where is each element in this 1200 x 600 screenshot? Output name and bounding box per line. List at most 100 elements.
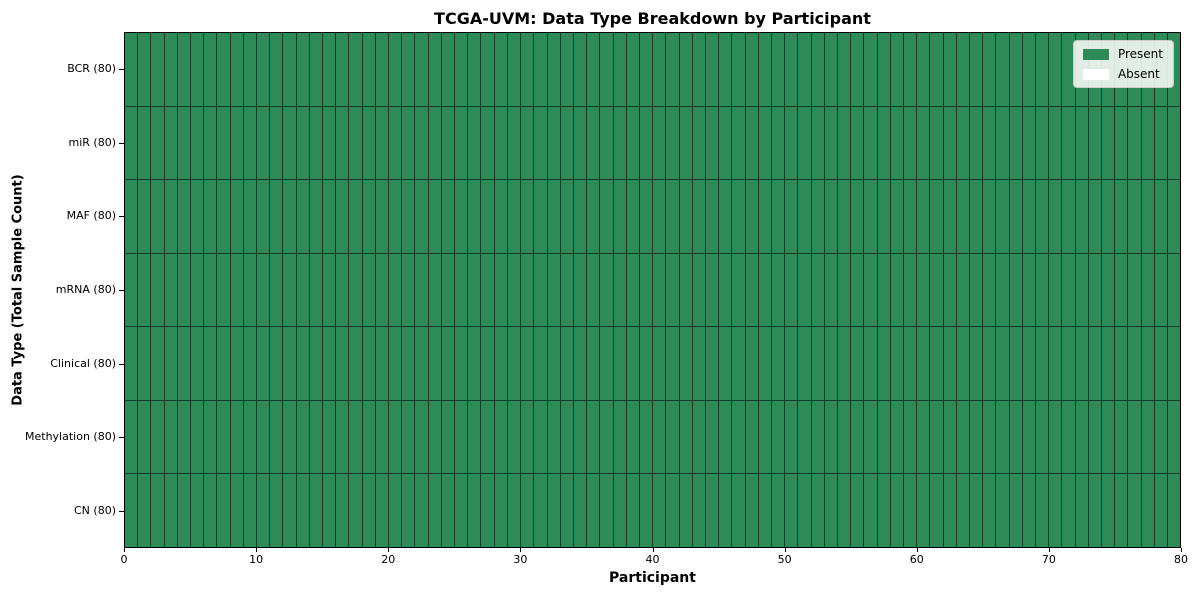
heatmap-cell [362, 400, 376, 474]
heatmap-cell [600, 327, 614, 400]
y-tick-mark [119, 363, 124, 365]
heatmap-cell [798, 33, 812, 106]
heatmap-cell [217, 33, 231, 106]
heatmap-cell [138, 253, 152, 327]
heatmap-cell [798, 474, 812, 548]
heatmap-cell [1075, 180, 1089, 253]
heatmap-cell [362, 33, 376, 106]
heatmap-cell [323, 33, 337, 106]
heatmap-cell [956, 106, 970, 180]
heatmap-cell [191, 327, 205, 400]
heatmap-cell [296, 106, 310, 180]
heatmap-cell [428, 180, 442, 253]
heatmap-cell [1009, 180, 1023, 253]
heatmap-cell [257, 474, 271, 548]
heatmap-cell [956, 327, 970, 400]
heatmap-cell [1154, 474, 1169, 548]
heatmap-cell [613, 327, 627, 400]
heatmap-row [125, 33, 1181, 107]
heatmap-cell [191, 400, 205, 474]
heatmap-cell [1154, 400, 1169, 474]
heatmap-cell [296, 474, 310, 548]
heatmap-cell [732, 474, 746, 548]
heatmap-cell [204, 180, 218, 253]
heatmap-cell [639, 327, 654, 400]
heatmap-cell [956, 474, 970, 548]
heatmap-cell [785, 474, 799, 548]
heatmap-cell [943, 327, 957, 400]
heatmap-cell [864, 474, 878, 548]
heatmap-cell [798, 106, 812, 180]
heatmap-cell [956, 180, 970, 253]
heatmap-cell [455, 327, 469, 400]
heatmap-cell [151, 180, 165, 253]
heatmap-cell [1049, 474, 1063, 548]
heatmap-row [125, 474, 1181, 548]
legend-entry-present: Present [1082, 47, 1163, 61]
heatmap-cell [415, 106, 429, 180]
heatmap-cell [362, 327, 376, 400]
heatmap-cell [428, 106, 442, 180]
heatmap-cell [679, 106, 693, 180]
heatmap-cell [666, 180, 680, 253]
heatmap-cell [917, 327, 931, 400]
heatmap-cell [230, 33, 244, 106]
heatmap-cell [1168, 106, 1181, 180]
heatmap-cell [547, 474, 561, 548]
heatmap-cell [639, 106, 654, 180]
heatmap-cell [785, 180, 799, 253]
heatmap-cell [481, 106, 495, 180]
heatmap-cell [705, 253, 720, 327]
heatmap-cell [323, 180, 337, 253]
heatmap-cell [1049, 400, 1063, 474]
heatmap-cell [296, 33, 310, 106]
heatmap-cell [521, 400, 535, 474]
heatmap-cell [534, 106, 548, 180]
heatmap-cell [494, 106, 508, 180]
heatmap-cell [521, 327, 535, 400]
heatmap-cell [151, 106, 165, 180]
heatmap-cell [138, 106, 152, 180]
heatmap-cell [666, 400, 680, 474]
heatmap-row [125, 400, 1181, 475]
heatmap-cell [1075, 400, 1089, 474]
heatmap-cell [983, 474, 997, 548]
y-tick-mark [119, 216, 124, 218]
heatmap-cell [1075, 106, 1089, 180]
heatmap-cell [1062, 180, 1076, 253]
heatmap-cell [877, 33, 891, 106]
heatmap-cell [481, 253, 495, 327]
heatmap-cell [930, 180, 944, 253]
heatmap-cell [771, 327, 786, 400]
heatmap-cell [415, 180, 429, 253]
heatmap-cell [930, 253, 944, 327]
heatmap-cell [811, 400, 825, 474]
heatmap-cell [164, 253, 178, 327]
heatmap-cell [270, 106, 284, 180]
heatmap-cell [653, 180, 667, 253]
heatmap-cell [455, 106, 469, 180]
heatmap-cell [1036, 33, 1050, 106]
heatmap-cell [970, 327, 984, 400]
heatmap-cell [811, 180, 825, 253]
heatmap-cell [191, 33, 205, 106]
heatmap-cell [177, 327, 192, 400]
heatmap-cell [349, 33, 363, 106]
heatmap-cell [1009, 327, 1023, 400]
heatmap-cell [283, 180, 297, 253]
heatmap-cell [1141, 400, 1155, 474]
x-tick-label: 50 [777, 553, 792, 566]
heatmap-cell [323, 106, 337, 180]
heatmap-cell [837, 180, 852, 253]
heatmap-cell [771, 253, 786, 327]
x-tick-label: 40 [645, 553, 660, 566]
heatmap-cell [1022, 180, 1037, 253]
heatmap-cell [1102, 400, 1116, 474]
heatmap-cell [547, 106, 561, 180]
heatmap-cell [732, 400, 746, 474]
heatmap-cell [415, 400, 429, 474]
heatmap-cell [679, 400, 693, 474]
heatmap-cell [983, 400, 997, 474]
heatmap-cell [151, 33, 165, 106]
heatmap-cell [1154, 180, 1169, 253]
